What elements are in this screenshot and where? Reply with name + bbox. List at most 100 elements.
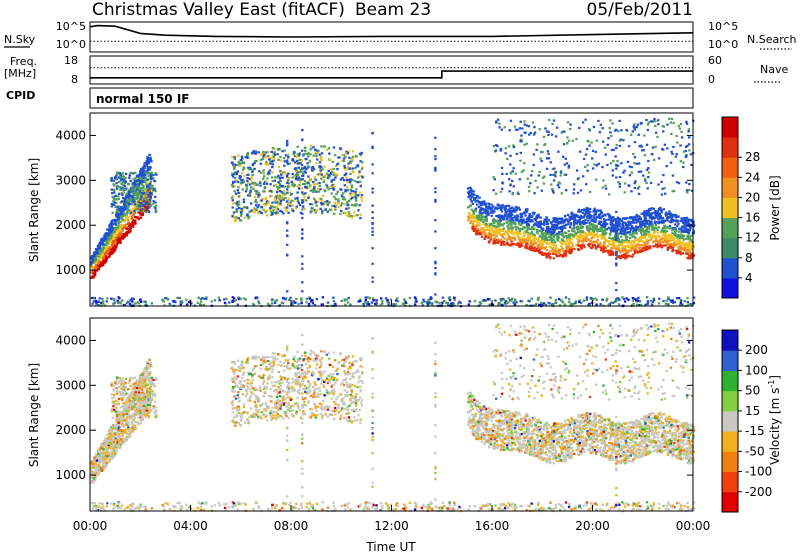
power-cell [540, 232, 544, 235]
power-cell [275, 184, 278, 187]
power-cell [584, 118, 587, 121]
power-cell [533, 249, 536, 252]
power-cell [145, 179, 148, 182]
power-cell [241, 157, 244, 160]
power-cell [481, 211, 484, 215]
power-cell [445, 301, 448, 304]
power-cell [313, 152, 316, 155]
power-cell [108, 251, 111, 254]
power-cell [551, 242, 554, 245]
power-cell [529, 235, 532, 238]
power-cell [270, 150, 273, 153]
power-cell [140, 178, 143, 182]
power-cell [647, 167, 650, 170]
power-cell [559, 253, 562, 256]
power-cell [149, 180, 152, 183]
power-cell [525, 211, 528, 214]
power-cell [537, 246, 540, 250]
power-cell [540, 237, 544, 240]
power-cell [332, 173, 335, 176]
power-cell [653, 235, 656, 238]
power-cell [503, 232, 507, 235]
power-cell [633, 248, 637, 251]
power-cell [352, 171, 355, 174]
power-cell [117, 197, 120, 201]
power-cell [265, 214, 269, 217]
power-cell [313, 186, 316, 189]
power-cell [356, 164, 359, 167]
power-cell [358, 170, 361, 173]
power-cell [666, 123, 669, 126]
power-cell [447, 303, 450, 307]
power-cell [153, 180, 157, 183]
power-cell [472, 220, 475, 223]
power-cell [622, 247, 625, 251]
power-cell [272, 157, 276, 160]
power-cell [258, 211, 262, 214]
power-cell [127, 193, 131, 196]
power-cell [255, 192, 258, 196]
power-cell [572, 188, 576, 191]
power-cell [620, 255, 623, 258]
power-cell [269, 162, 272, 165]
power-cell [495, 215, 498, 218]
power-cell [335, 164, 338, 168]
power-cell [141, 170, 145, 173]
power-cell [655, 243, 658, 246]
power-cell [554, 249, 557, 252]
power-cell [514, 172, 517, 175]
power-cell [354, 166, 357, 170]
power-cell [502, 222, 506, 225]
power-cell [149, 173, 152, 176]
power-cell [499, 216, 502, 219]
power-cell [318, 165, 321, 168]
power-cell [489, 238, 492, 241]
power-cell [640, 145, 644, 148]
power-cell [596, 229, 599, 232]
power-cell [98, 264, 101, 267]
power-cell [546, 220, 549, 223]
power-cell [134, 183, 137, 186]
power-cell [255, 201, 258, 204]
power-cell [652, 235, 655, 238]
power-cell [544, 143, 547, 146]
power-cell [114, 221, 117, 224]
power-cell [321, 210, 324, 213]
power-cell [524, 214, 527, 217]
power-cell [257, 204, 261, 207]
power-cell [146, 172, 149, 175]
power-cell [284, 154, 288, 157]
power-cell [546, 254, 549, 257]
power-cell [272, 209, 275, 212]
power-cell [531, 211, 535, 215]
power-cell [123, 204, 127, 207]
power-cell [618, 240, 621, 243]
power-cell [596, 241, 599, 244]
power-cell [604, 187, 608, 190]
power-cell [606, 244, 609, 248]
power-cell [540, 251, 543, 254]
power-cell [624, 234, 627, 238]
power-cell [145, 183, 148, 186]
power-cell [499, 299, 503, 302]
power-cell [616, 237, 619, 240]
power-cell [578, 237, 582, 240]
power-cell [587, 233, 591, 236]
power-cell [680, 219, 683, 222]
power-cell [359, 180, 362, 183]
power-cell [254, 204, 258, 207]
power-cell [508, 219, 511, 222]
power-cell [508, 190, 511, 193]
power-cell [231, 185, 235, 188]
power-cell [682, 248, 686, 251]
power-cell [331, 160, 335, 163]
power-cell [599, 217, 602, 220]
power-cell [523, 143, 526, 146]
power-cell [676, 251, 679, 254]
power-cell [492, 242, 495, 245]
power-cell [316, 149, 319, 152]
power-cell [659, 206, 662, 209]
power-cell [121, 193, 124, 196]
power-cell [101, 254, 104, 257]
power-cell [469, 194, 472, 197]
